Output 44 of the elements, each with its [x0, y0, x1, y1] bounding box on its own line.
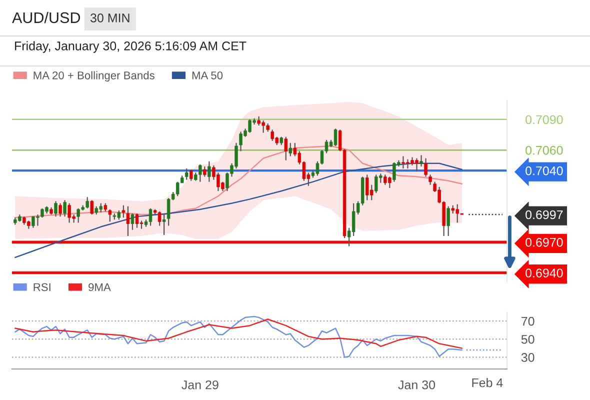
candlestick: [190, 168, 193, 182]
y-tick-label: 70: [522, 316, 534, 326]
x-tick-label: Jan 29: [182, 380, 218, 390]
candlestick: [148, 208, 152, 226]
legend-label: MA 50: [192, 71, 223, 80]
candlestick: [162, 212, 166, 236]
candlestick: [90, 200, 94, 216]
y-tick-label: 0.6940: [526, 268, 563, 278]
y-tick-label: 30: [521, 353, 534, 362]
y-tick-label: 0.7060: [526, 146, 563, 155]
candlestick: [58, 202, 62, 218]
candlestick: [108, 208, 112, 222]
chart-subtitle: 30 MIN: [90, 14, 130, 22]
legend-label: RSI: [34, 283, 50, 292]
x-tick-label: Jan 30: [398, 380, 436, 390]
candlestick: [334, 128, 338, 147]
text: Feb 4: [472, 378, 503, 388]
candlestick: [203, 166, 206, 178]
y-tick-label: 0.6970: [526, 238, 563, 247]
candlestick: [63, 200, 66, 218]
y-tick-label: 0.7090: [526, 115, 563, 124]
chart-title: AUD/USD: [12, 12, 80, 24]
candlestick: [424, 158, 428, 178]
line-series: [14, 316, 462, 358]
candlestick: [130, 212, 134, 230]
line-series: [14, 318, 462, 349]
candlestick: [126, 206, 130, 237]
candlestick: [122, 204, 126, 218]
candlestick: [54, 200, 58, 218]
candlestick: [284, 136, 288, 161]
y-tick-label: 0.6997: [526, 210, 563, 220]
candlestick: [446, 206, 450, 237]
text: Friday, January 30, 2026 5:16:09 AM CET: [15, 41, 246, 53]
legend-label: 9MA: [88, 283, 111, 292]
candlestick: [158, 210, 162, 226]
candlestick: [208, 160, 211, 182]
candlestick: [420, 154, 423, 168]
candlestick: [185, 168, 188, 180]
candlestick: [288, 142, 292, 157]
y-tick-label: 50: [521, 334, 534, 344]
legend-label: MA 20 + Bollinger Bands: [34, 71, 154, 82]
y-tick-label: 0.7040: [526, 166, 563, 176]
candlestick: [428, 174, 432, 186]
candlestick: [135, 212, 139, 228]
